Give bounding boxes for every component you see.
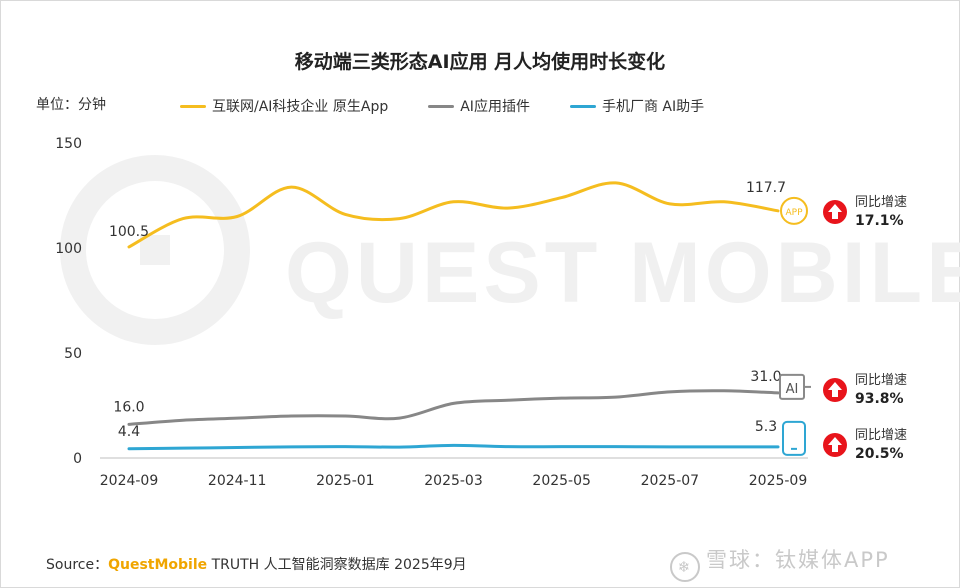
unit-label: 单位：分钟	[36, 97, 106, 113]
y-tick-label: 150	[55, 136, 82, 152]
phone-icon	[782, 420, 806, 456]
x-tick-label: 2025-01	[316, 473, 375, 489]
legend-label-ai-plugin: AI应用插件	[460, 99, 530, 115]
series-line-2	[127, 443, 780, 451]
legend-item-native-app: 互联网/AI科技企业 原生App	[180, 96, 388, 116]
growth-value: 20.5%	[855, 446, 904, 462]
growth-label: 同比增速	[855, 373, 907, 388]
legend: 互联网/AI科技企业 原生App AI应用插件 手机厂商 AI助手	[180, 96, 704, 116]
y-tick-label: 0	[73, 451, 82, 467]
y-tick-label: 100	[55, 241, 82, 257]
watermark-text: QUEST MOBILE	[285, 225, 960, 321]
legend-item-phone-assistant: 手机厂商 AI助手	[569, 96, 705, 116]
source-suffix: TRUTH 人工智能洞察数据库 2025年9月	[207, 557, 467, 573]
growth-label: 同比增速	[855, 428, 907, 443]
source-brand: QuestMobile	[108, 557, 208, 573]
legend-swatch-phone-assistant	[569, 104, 596, 108]
x-tick-label: 2024-11	[208, 473, 267, 489]
end-value-label: 5.3	[755, 419, 777, 435]
growth-value: 17.1%	[855, 213, 904, 229]
footer-watermark-text: 雪球：钛媒体APP	[706, 548, 890, 572]
legend-swatch-native-app	[180, 104, 206, 108]
chart-title: 移动端三类形态AI应用 月人均使用时长变化	[294, 51, 666, 73]
app-icon-text: APP	[785, 208, 803, 218]
watermark-layer: QUEST MOBILE	[60, 155, 960, 345]
x-tick-label: 2025-07	[641, 473, 700, 489]
growth-label: 同比增速	[855, 195, 907, 210]
series-line-0	[127, 181, 780, 249]
watermark-logo-ring	[60, 155, 250, 345]
axis-layer: 0 50 100 150 2024-09 2024-11 2025-01 2025-03 202…	[55, 136, 808, 489]
up-arrow-glyph	[828, 437, 842, 452]
series-layer	[127, 181, 780, 451]
legend-item-ai-plugin: AI应用插件	[428, 96, 530, 116]
snowball-logo-icon: ❄	[670, 552, 700, 582]
icon-layer: APP 同比增速 17.1% AI 同比增速 93.8% 同比增速 20.5%	[779, 195, 907, 462]
footer-watermark: ❄ 雪球：钛媒体APP	[670, 544, 890, 582]
x-tick-label: 2025-05	[532, 473, 591, 489]
start-value-label: 4.4	[118, 424, 140, 440]
y-tick-label: 50	[64, 346, 82, 362]
label-layer: 100.5 117.7 16.0 31.0 4.4 5.3	[109, 180, 786, 440]
end-value-label: 31.0	[750, 369, 781, 385]
start-value-label: 16.0	[113, 399, 144, 415]
legend-label-phone-assistant: 手机厂商 AI助手	[601, 99, 705, 115]
end-value-label: 117.7	[746, 180, 786, 196]
up-arrow-glyph	[828, 382, 842, 397]
watermark-logo-center	[140, 235, 170, 265]
source-note: Source：QuestMobile TRUTH 人工智能洞察数据库 2025年…	[46, 554, 467, 574]
legend-swatch-ai-plugin	[428, 104, 455, 108]
source-prefix: Source：	[46, 557, 109, 573]
x-tick-label: 2025-03	[424, 473, 483, 489]
x-tick-label: 2025-09	[749, 473, 808, 489]
app-icon	[780, 196, 808, 225]
series-line-1	[127, 389, 780, 426]
start-value-label: 100.5	[109, 224, 149, 240]
up-arrow-glyph	[828, 204, 842, 219]
growth-value: 93.8%	[855, 391, 904, 407]
ai-plugin-icon-text: AI	[786, 382, 799, 397]
x-tick-label: 2024-09	[100, 473, 159, 489]
legend-label-native-app: 互联网/AI科技企业 原生App	[212, 99, 389, 115]
